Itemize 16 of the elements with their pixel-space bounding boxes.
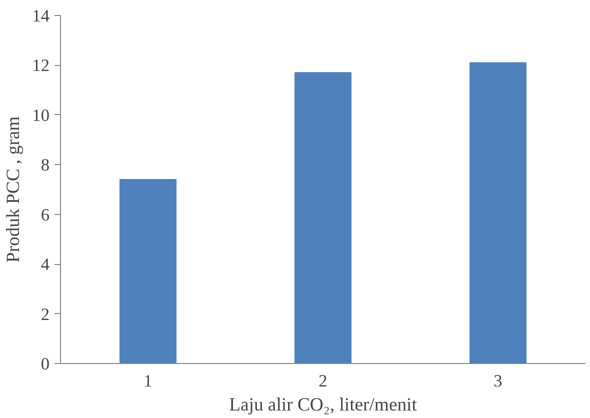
y-tick-label: 4: [40, 255, 50, 274]
y-axis-title: Produk PCC , gram: [3, 116, 24, 263]
bar: [470, 62, 526, 364]
x-axis-title: Laju alir CO₂, liter/menit: [229, 394, 418, 416]
x-tick-label: 2: [318, 372, 328, 390]
y-tick-label: 10: [32, 106, 50, 125]
y-tick-label: 8: [40, 156, 50, 175]
bar: [294, 72, 352, 364]
y-tick-label: 12: [32, 56, 50, 76]
x-tick-label: 3: [494, 372, 502, 390]
y-tick-label: 0: [40, 354, 50, 374]
y-tick-label: 2: [40, 304, 50, 324]
y-tick-label: 6: [40, 205, 50, 224]
x-tick-label: 1: [144, 372, 152, 390]
bar: [120, 179, 176, 364]
y-tick-label: 14: [32, 6, 50, 26]
